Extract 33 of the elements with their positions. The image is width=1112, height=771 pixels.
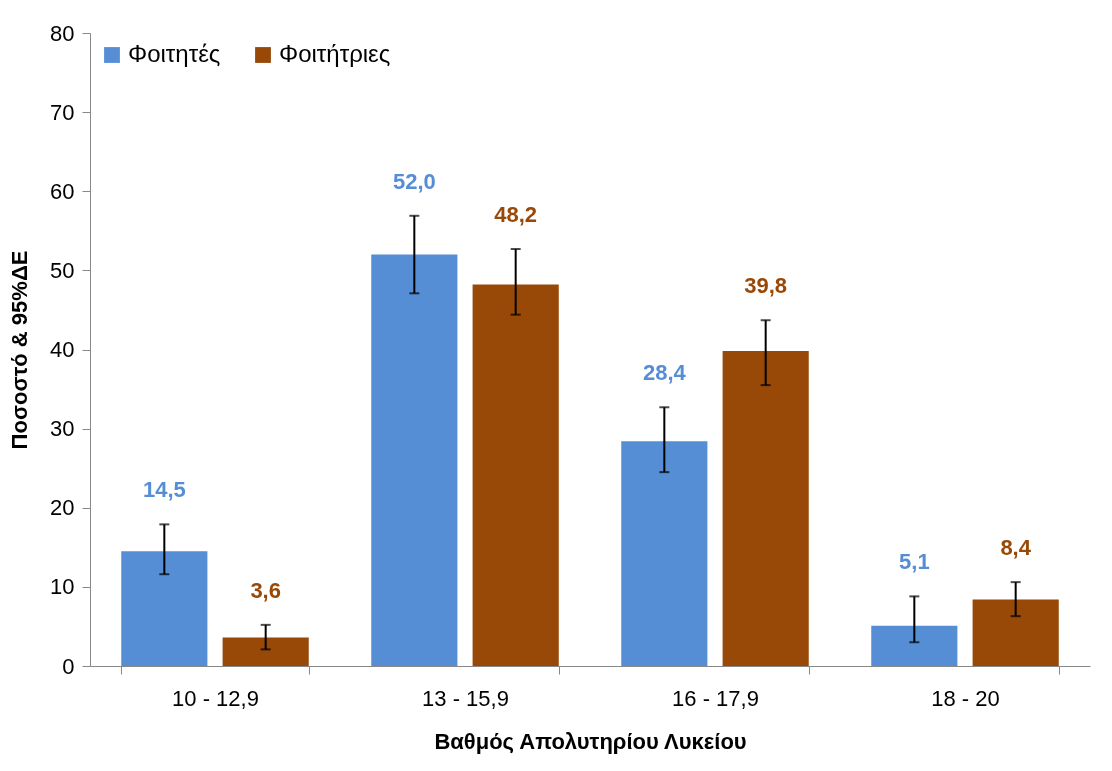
y-axis-title: Ποσοστό & 95%ΔΕ (7, 250, 33, 450)
data-label: 5,1 (899, 549, 930, 575)
bar (621, 441, 708, 666)
bar (722, 351, 809, 666)
y-tick-label: 40 (50, 337, 75, 362)
bar (972, 599, 1059, 666)
bar (472, 284, 559, 666)
data-label: 3,6 (250, 577, 281, 603)
bar (871, 625, 958, 666)
bar (222, 637, 309, 666)
data-label: 48,2 (494, 202, 538, 228)
y-tick-label: 50 (50, 257, 75, 283)
bar (121, 551, 208, 666)
x-tick-label: 18 - 20 (931, 685, 1000, 711)
y-tick-label: 70 (50, 99, 75, 125)
legend-label: Φοιτητές (128, 40, 221, 67)
x-tick-label: 10 - 12,9 (172, 685, 259, 711)
data-label: 8,4 (1000, 535, 1032, 561)
x-axis-title: Βαθμός Απολυτηρίου Λυκείου (434, 728, 747, 754)
y-tick-label: 0 (62, 653, 75, 679)
y-tick-label: 80 (50, 20, 75, 46)
x-tick-label: 13 - 15,9 (422, 685, 509, 711)
y-tick-label: 60 (50, 178, 75, 204)
data-label: 28,4 (642, 360, 687, 386)
data-label: 14,5 (142, 477, 186, 503)
y-tick-label: 20 (50, 495, 75, 521)
data-label: 52,0 (392, 168, 436, 194)
y-tick-label: 30 (50, 416, 75, 442)
bar (371, 254, 458, 666)
x-tick-label: 16 - 17,9 (672, 685, 759, 711)
data-label: 39,8 (744, 273, 788, 299)
y-tick-label: 10 (50, 574, 75, 600)
legend-label: Φοιτήτριες (279, 40, 391, 67)
